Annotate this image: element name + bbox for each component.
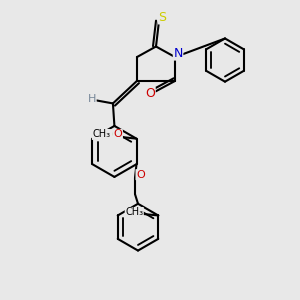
Text: CH₃: CH₃ bbox=[92, 130, 110, 140]
Text: S: S bbox=[159, 11, 167, 24]
Text: N: N bbox=[173, 47, 183, 60]
Text: O: O bbox=[145, 87, 155, 100]
Text: O: O bbox=[113, 130, 122, 140]
Text: H: H bbox=[88, 94, 96, 104]
Text: Cl: Cl bbox=[112, 130, 122, 140]
Text: O: O bbox=[136, 170, 145, 180]
Text: CH₃: CH₃ bbox=[125, 208, 143, 218]
